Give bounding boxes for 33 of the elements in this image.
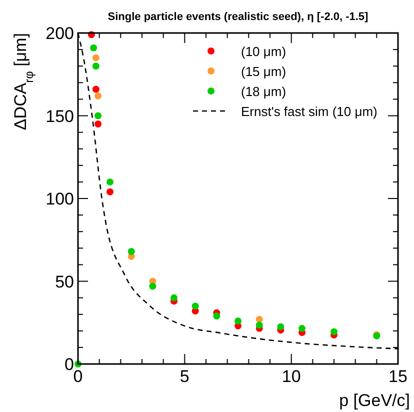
point — [90, 44, 98, 52]
point — [213, 312, 220, 320]
x-tick-label: 5 — [180, 367, 190, 386]
legend-label: Ernst's fast sim (10 μm) — [241, 104, 378, 119]
point — [330, 328, 338, 336]
legend-label: (18 μm) — [241, 84, 286, 99]
point — [92, 54, 100, 62]
y-tick-label: 200 — [46, 24, 74, 43]
point — [256, 322, 263, 329]
x-tick-label: 10 — [282, 367, 301, 386]
point — [94, 120, 102, 128]
point — [277, 323, 284, 330]
point — [298, 324, 306, 332]
y-tick-label: 100 — [46, 190, 74, 208]
x-axis-title: p [GeV/c] — [339, 391, 410, 410]
x-tick-label: 15 — [388, 367, 408, 386]
point — [92, 86, 100, 93]
point — [92, 62, 100, 70]
point — [170, 294, 178, 302]
legend-label: (15 μm) — [241, 64, 286, 79]
point — [94, 92, 102, 100]
point — [192, 302, 199, 310]
point — [128, 248, 135, 255]
y-tick-label: 50 — [55, 272, 74, 292]
point — [106, 188, 114, 196]
point — [234, 317, 242, 324]
chart-title: Single particle events (realistic seed), η [-2.0, -1.5] — [108, 11, 369, 23]
y-tick-label: 0 — [64, 355, 74, 374]
point — [94, 112, 102, 120]
y-tick-label: 150 — [46, 106, 74, 126]
legend-label: (10 μm) — [241, 44, 286, 59]
point — [106, 178, 114, 186]
point — [149, 282, 156, 290]
